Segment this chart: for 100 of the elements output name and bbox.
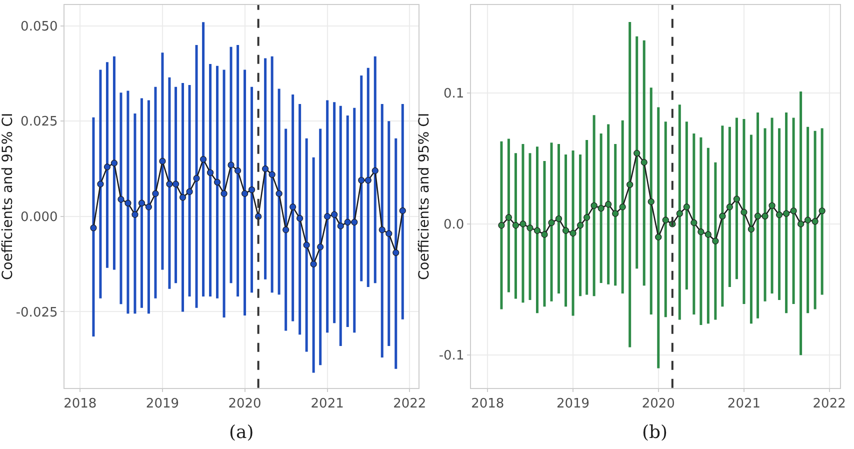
point — [548, 219, 555, 226]
point — [726, 204, 733, 210]
point — [812, 218, 818, 225]
y-tick-label: -0.025 — [16, 305, 58, 320]
x-tick-label: 2018 — [471, 396, 504, 412]
text: (a) — [229, 422, 254, 443]
point — [798, 220, 804, 228]
point — [378, 226, 386, 234]
point — [118, 196, 124, 203]
point — [179, 194, 186, 201]
point — [392, 249, 400, 256]
point — [762, 212, 768, 220]
point — [590, 202, 598, 209]
point — [186, 188, 193, 195]
point — [733, 196, 740, 202]
point — [690, 219, 698, 226]
point — [555, 215, 562, 222]
point — [317, 244, 324, 250]
point — [698, 228, 704, 236]
point — [541, 231, 548, 238]
point — [276, 190, 282, 197]
x-tick-label: 2020 — [642, 396, 675, 412]
point — [206, 169, 214, 176]
point — [220, 190, 228, 197]
point — [562, 227, 570, 234]
x-tick-label: 2021 — [727, 396, 761, 412]
point — [303, 242, 310, 248]
point — [612, 210, 619, 217]
x-tick-label: 2018 — [64, 396, 97, 412]
y-tick-label: 0.0 — [444, 218, 464, 233]
point — [344, 218, 351, 226]
point — [358, 176, 365, 184]
point — [605, 201, 612, 208]
point — [776, 212, 783, 218]
point — [662, 216, 669, 224]
x-tick-label: 2021 — [310, 396, 344, 412]
point — [241, 190, 248, 197]
y-axis-title: Coefficients and 95% CI — [416, 112, 432, 280]
point — [534, 227, 541, 234]
x-tick-label: 2019 — [146, 396, 180, 412]
point — [584, 214, 590, 221]
point — [576, 222, 584, 229]
point — [399, 207, 406, 214]
point — [159, 158, 166, 164]
point — [655, 234, 662, 240]
point — [145, 204, 152, 210]
y-tick-label: 0.000 — [20, 210, 58, 225]
point — [351, 218, 358, 226]
point — [104, 164, 111, 170]
y-tick-label: 0.050 — [20, 19, 58, 34]
point — [372, 167, 378, 174]
point — [683, 204, 690, 210]
point — [640, 159, 648, 166]
x-tick-label: 2022 — [812, 396, 846, 412]
point — [619, 204, 626, 210]
point — [783, 210, 790, 217]
point — [386, 230, 392, 237]
point — [634, 150, 640, 156]
point — [804, 216, 812, 224]
point — [228, 162, 234, 168]
point — [193, 175, 200, 182]
point — [570, 230, 576, 236]
point — [268, 171, 276, 178]
point — [214, 178, 221, 186]
x-tick-label: 2020 — [228, 396, 262, 412]
point — [790, 208, 797, 214]
point — [296, 215, 304, 222]
point — [290, 204, 296, 210]
point — [754, 212, 762, 220]
point — [310, 260, 317, 268]
point — [768, 202, 776, 209]
point — [719, 212, 726, 220]
point — [498, 222, 505, 229]
point — [166, 180, 173, 188]
point — [748, 226, 755, 233]
y-tick-label: 0.025 — [20, 114, 58, 130]
point — [337, 222, 344, 230]
point — [331, 211, 338, 218]
point — [97, 180, 104, 188]
point — [520, 220, 526, 228]
point — [90, 224, 97, 232]
point — [200, 156, 207, 163]
point — [712, 238, 719, 244]
text: (b) — [642, 422, 668, 443]
point — [505, 214, 512, 221]
point — [526, 224, 534, 232]
point — [598, 204, 604, 212]
y-axis-title: Coefficients and 95% CI — [0, 112, 16, 280]
point — [704, 231, 712, 238]
x-tick-label: 2019 — [556, 396, 590, 412]
y-tick-label: -0.1 — [438, 348, 464, 364]
y-tick-label: 0.1 — [444, 86, 464, 102]
point — [818, 208, 826, 214]
point — [648, 198, 654, 205]
point — [152, 190, 159, 197]
point — [676, 210, 683, 217]
point — [248, 186, 256, 194]
point — [364, 176, 372, 184]
point — [138, 200, 146, 206]
point — [324, 213, 331, 220]
